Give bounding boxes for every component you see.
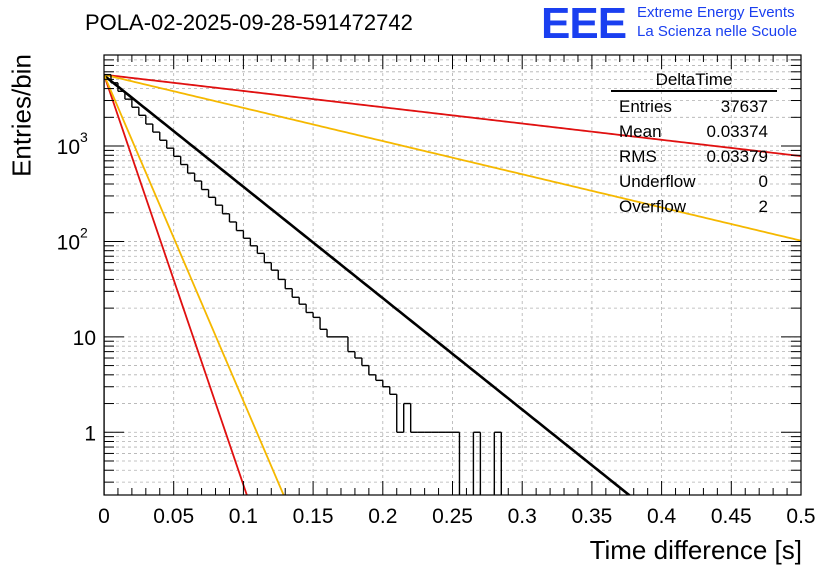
stats-row-rms: RMS 0.03379 (611, 144, 777, 169)
stats-label: Entries (619, 97, 672, 116)
eee-logo: EEE (541, 0, 627, 48)
stats-title: DeltaTime (611, 70, 777, 92)
logo-line-2: La Scienza nelle Scuole (637, 23, 798, 40)
x-tick-label: 0.25 (432, 505, 473, 528)
stats-row-mean: Mean 0.03374 (611, 119, 777, 144)
curve-red-shallow (104, 73, 801, 157)
logo-line-1: Extreme Energy Events (637, 4, 795, 21)
x-tick-label: 0.2 (368, 505, 397, 528)
stats-label: Underflow (619, 172, 696, 191)
stats-label: Overflow (619, 197, 687, 216)
x-tick-label: 0.4 (647, 505, 677, 528)
curve-yellow-steep (104, 74, 285, 495)
curve-fit (104, 74, 632, 495)
x-tick-label: 0.1 (229, 505, 258, 528)
x-tick-label: 0 (98, 505, 110, 528)
stats-value: 0.03379 (706, 147, 768, 166)
x-tick-label: 0.05 (153, 505, 194, 528)
stats-label: RMS (619, 147, 657, 166)
stats-label: Mean (619, 122, 662, 141)
x-tick-label: 0.3 (508, 505, 537, 528)
y-tick-label: 10 (73, 327, 96, 350)
y-tick-label: 10 (57, 136, 80, 159)
y-tick-exponent: 3 (80, 129, 88, 145)
stats-row-underflow: Underflow 0 (611, 169, 777, 194)
x-tick-labels: 0 0.05 0.1 0.15 0.2 0.25 0.3 0.35 0.4 0.45 0.5 (98, 505, 815, 528)
y-tick-exponent: 2 (80, 224, 88, 240)
y-tick-label: 10 (57, 231, 80, 254)
stats-row-overflow: Overflow 2 (611, 194, 777, 219)
stats-row-entries: Entries 37637 (611, 94, 777, 119)
stats-box: DeltaTime Entries 37637 Mean 0.03374 RMS 0.… (611, 70, 777, 219)
x-tick-label: 0.35 (571, 505, 612, 528)
y-axis-label: Entries/bin (6, 54, 37, 177)
y-tick-label: 1 (84, 422, 96, 445)
x-tick-label: 0.15 (293, 505, 334, 528)
stats-value: 37637 (720, 97, 768, 116)
chart-title: POLA-02-2025-09-28-591472742 (85, 10, 413, 35)
stats-value: 0 (758, 172, 768, 191)
x-axis-label: Time difference [s] (589, 535, 802, 565)
stats-value: 0.03374 (706, 122, 768, 141)
axis-ticks (103, 54, 802, 495)
curve-red-steep (104, 74, 248, 495)
logo-caption: Extreme Energy Events La Scienza nelle S… (637, 3, 797, 41)
fit-curves (104, 73, 801, 495)
stats-value: 2 (758, 197, 768, 216)
histogram (104, 73, 502, 495)
curve-yellow-shallow (104, 73, 801, 242)
x-tick-label: 0.45 (711, 505, 752, 528)
x-tick-label: 0.5 (786, 505, 815, 528)
